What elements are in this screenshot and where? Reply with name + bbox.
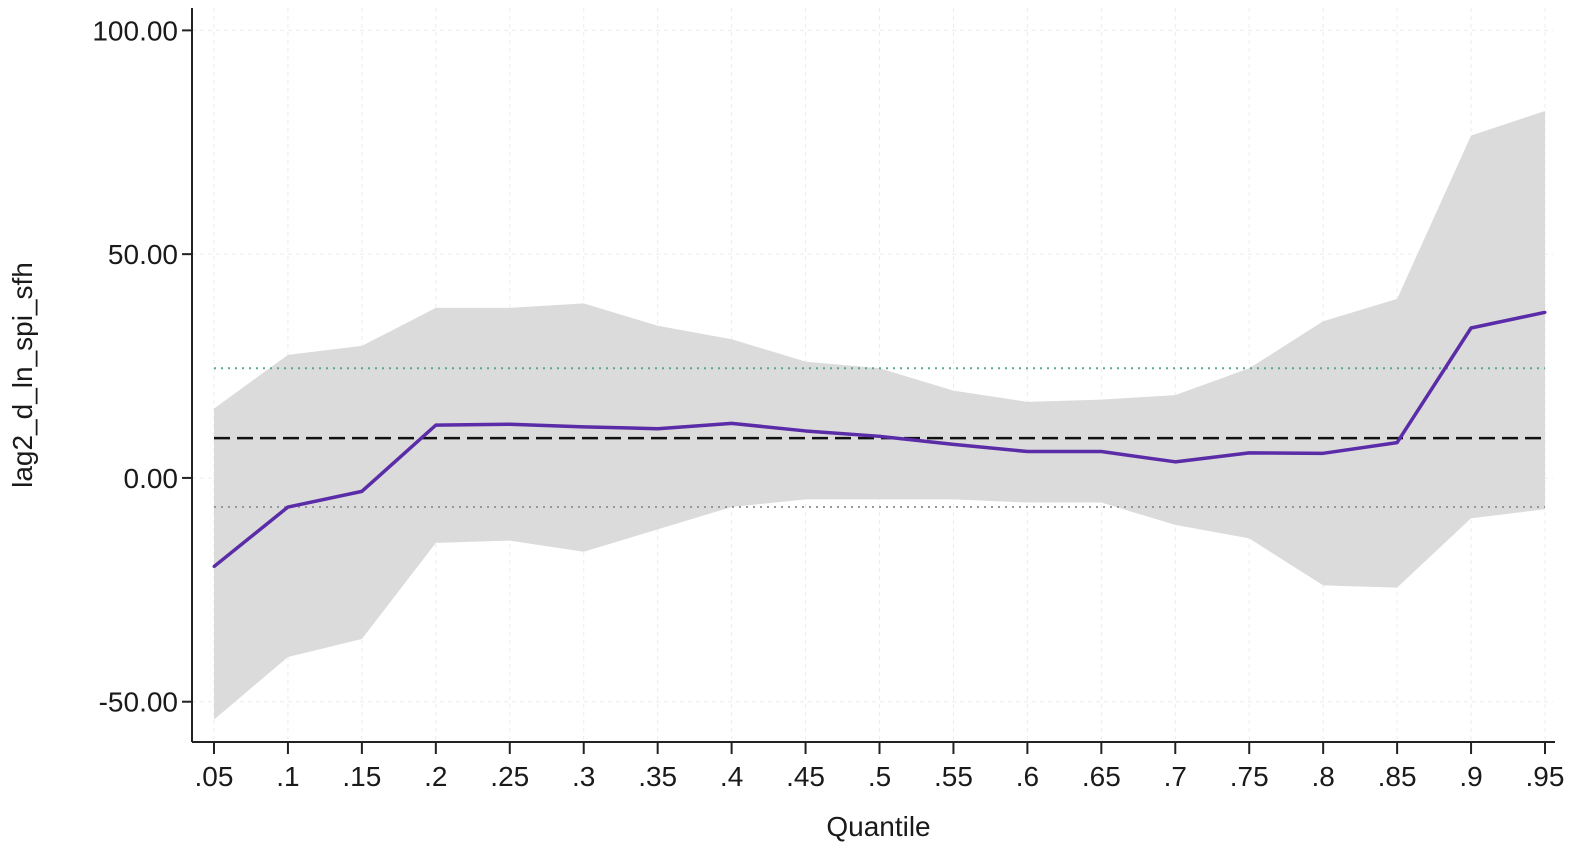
x-tick-label: .3 bbox=[572, 761, 595, 792]
x-tick-label: .25 bbox=[490, 761, 529, 792]
x-tick-label: .4 bbox=[720, 761, 743, 792]
coefficient-point bbox=[1469, 326, 1473, 330]
x-tick-label: .45 bbox=[786, 761, 825, 792]
axes bbox=[182, 8, 1555, 754]
coefficient-point bbox=[1543, 310, 1547, 314]
coefficient-point bbox=[286, 505, 290, 509]
x-tick-label: .5 bbox=[868, 761, 891, 792]
x-tick-label: .85 bbox=[1378, 761, 1417, 792]
tick-labels: -50.00 0.00 50.00 100.00 .05 .1 .15 .2 .25 .3 .35.… bbox=[92, 15, 1564, 792]
coefficient-point bbox=[1395, 441, 1399, 445]
coefficient-point bbox=[1025, 450, 1029, 454]
y-tick-label: -50.00 bbox=[99, 687, 178, 718]
coefficient-point bbox=[434, 423, 438, 427]
confidence-band-layer bbox=[214, 110, 1545, 720]
y-tick-label: 50.00 bbox=[108, 239, 178, 270]
coefficient-point bbox=[656, 427, 660, 431]
coefficient-point bbox=[878, 434, 881, 438]
y-tick-label: 0.00 bbox=[124, 463, 179, 494]
confidence-band bbox=[214, 110, 1545, 720]
coefficient-point bbox=[804, 429, 808, 433]
coefficient-point bbox=[360, 489, 364, 493]
coefficient-point bbox=[1321, 451, 1325, 455]
coefficient-point bbox=[582, 425, 586, 429]
coefficient-line-layer bbox=[212, 310, 1547, 569]
coefficient-point bbox=[730, 421, 734, 425]
x-tick-label: .75 bbox=[1230, 761, 1269, 792]
x-tick-label: .1 bbox=[276, 761, 299, 792]
x-tick-label: .65 bbox=[1082, 761, 1121, 792]
coefficient-point bbox=[1099, 450, 1103, 454]
x-tick-label: .6 bbox=[1016, 761, 1039, 792]
coefficient-point bbox=[508, 422, 512, 426]
x-tick-label: .35 bbox=[638, 761, 677, 792]
x-axis-title: Quantile bbox=[826, 811, 930, 842]
x-tick-label: .2 bbox=[424, 761, 447, 792]
x-tick-label: .05 bbox=[195, 761, 234, 792]
y-axis-title: lag2_d_ln_spi_sfh bbox=[7, 262, 38, 488]
coefficient-point bbox=[1247, 451, 1251, 455]
x-tick-label: .55 bbox=[934, 761, 973, 792]
x-tick-label: .8 bbox=[1311, 761, 1334, 792]
x-tick-label: .95 bbox=[1526, 761, 1565, 792]
coefficient-point bbox=[1173, 460, 1177, 464]
x-tick-label: .15 bbox=[342, 761, 381, 792]
x-tick-label: .9 bbox=[1459, 761, 1482, 792]
reference-lines bbox=[214, 367, 1545, 509]
y-tick-label: 100.00 bbox=[92, 15, 178, 46]
coefficient-point bbox=[212, 565, 216, 569]
x-tick-label: .7 bbox=[1164, 761, 1187, 792]
coefficient-point bbox=[951, 442, 955, 446]
